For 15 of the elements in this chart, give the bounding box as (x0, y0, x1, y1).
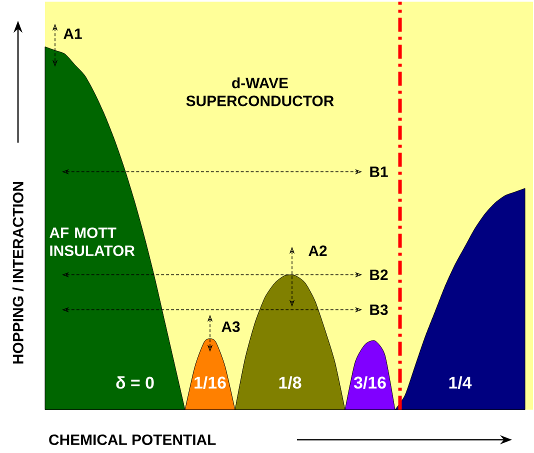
text: A1 (64, 28, 82, 40)
annotation: d-WAVE SUPERCONDUCTOR (186, 77, 334, 106)
series-label: 3/16 (354, 376, 386, 389)
annotation: A2 (308, 246, 327, 256)
series-label: 1/16 (194, 376, 226, 389)
series-label: 1/4 (449, 376, 472, 389)
y-axis-title: HOPPING / INTERACTION (12, 182, 24, 364)
series-label: δ = 0 (116, 376, 154, 389)
annotation: B1 (370, 166, 388, 178)
x-axis-title: CHEMICAL POTENTIAL (49, 434, 216, 446)
series-label: 1/8 (279, 376, 302, 389)
annotation: A3 (222, 322, 240, 332)
annotation: AF MOTT INSULATOR (50, 228, 135, 256)
annotation: B2 (370, 270, 388, 280)
annotation: B3 (370, 304, 388, 316)
